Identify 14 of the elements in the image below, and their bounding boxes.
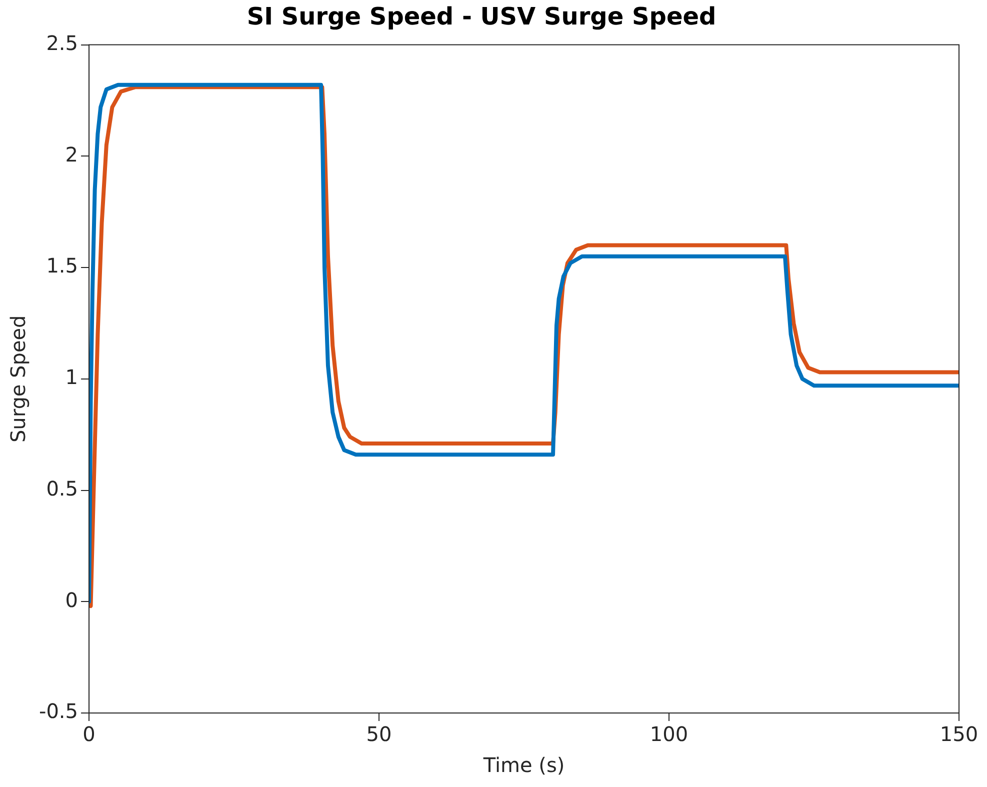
x-tick-label: 150 xyxy=(940,722,978,746)
y-tick-label: 2.5 xyxy=(46,31,78,56)
y-tick-label: 2 xyxy=(65,142,78,166)
y-tick-label: 0 xyxy=(65,588,78,612)
x-tick-label: 50 xyxy=(366,722,392,746)
y-tick-label: 0.5 xyxy=(46,476,78,500)
x-tick-label: 0 xyxy=(82,722,96,746)
y-tick-label: -0.5 xyxy=(38,699,78,724)
y-axis-title: Surge Speed xyxy=(6,315,30,443)
y-tick-label: 1 xyxy=(65,365,78,390)
y-tick-label: 1.5 xyxy=(46,254,78,278)
x-axis-title: Time (s) xyxy=(482,753,565,778)
x-tick-label: 100 xyxy=(650,722,688,746)
chart-title: SI Surge Speed - USV Surge Speed xyxy=(246,2,716,31)
